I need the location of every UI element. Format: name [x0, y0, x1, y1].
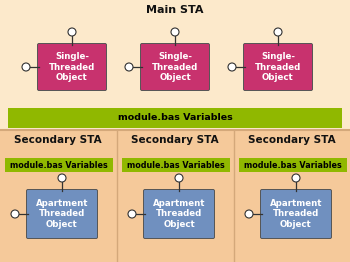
Text: Apartment
Threaded
Object: Apartment Threaded Object	[36, 199, 88, 229]
Text: Main STA: Main STA	[146, 5, 204, 15]
Circle shape	[175, 174, 183, 182]
Circle shape	[125, 63, 133, 71]
Circle shape	[11, 210, 19, 218]
Bar	[8, 108, 342, 128]
Circle shape	[171, 28, 179, 36]
FancyBboxPatch shape	[144, 189, 215, 238]
FancyBboxPatch shape	[140, 43, 210, 90]
Bar	[239, 158, 347, 172]
Text: module.bas Variables: module.bas Variables	[118, 113, 232, 123]
Text: module.bas Variables: module.bas Variables	[244, 161, 342, 170]
Text: module.bas Variables: module.bas Variables	[10, 161, 108, 170]
Bar	[122, 158, 230, 172]
Text: Single-
Threaded
Object: Single- Threaded Object	[255, 52, 301, 82]
Bar	[0, 130, 350, 262]
Text: Single-
Threaded
Object: Single- Threaded Object	[49, 52, 95, 82]
Text: Apartment
Threaded
Object: Apartment Threaded Object	[270, 199, 322, 229]
FancyBboxPatch shape	[244, 43, 313, 90]
Circle shape	[128, 210, 136, 218]
Text: Apartment
Threaded
Object: Apartment Threaded Object	[153, 199, 205, 229]
Circle shape	[68, 28, 76, 36]
Circle shape	[58, 174, 66, 182]
Circle shape	[22, 63, 30, 71]
FancyBboxPatch shape	[260, 189, 331, 238]
FancyBboxPatch shape	[37, 43, 106, 90]
Text: Secondary STA: Secondary STA	[248, 135, 336, 145]
Circle shape	[228, 63, 236, 71]
Text: Secondary STA: Secondary STA	[14, 135, 102, 145]
Text: module.bas Variables: module.bas Variables	[127, 161, 225, 170]
Text: Single-
Threaded
Object: Single- Threaded Object	[152, 52, 198, 82]
Text: Secondary STA: Secondary STA	[131, 135, 219, 145]
Circle shape	[274, 28, 282, 36]
Circle shape	[245, 210, 253, 218]
Circle shape	[292, 174, 300, 182]
FancyBboxPatch shape	[27, 189, 98, 238]
Bar	[5, 158, 113, 172]
